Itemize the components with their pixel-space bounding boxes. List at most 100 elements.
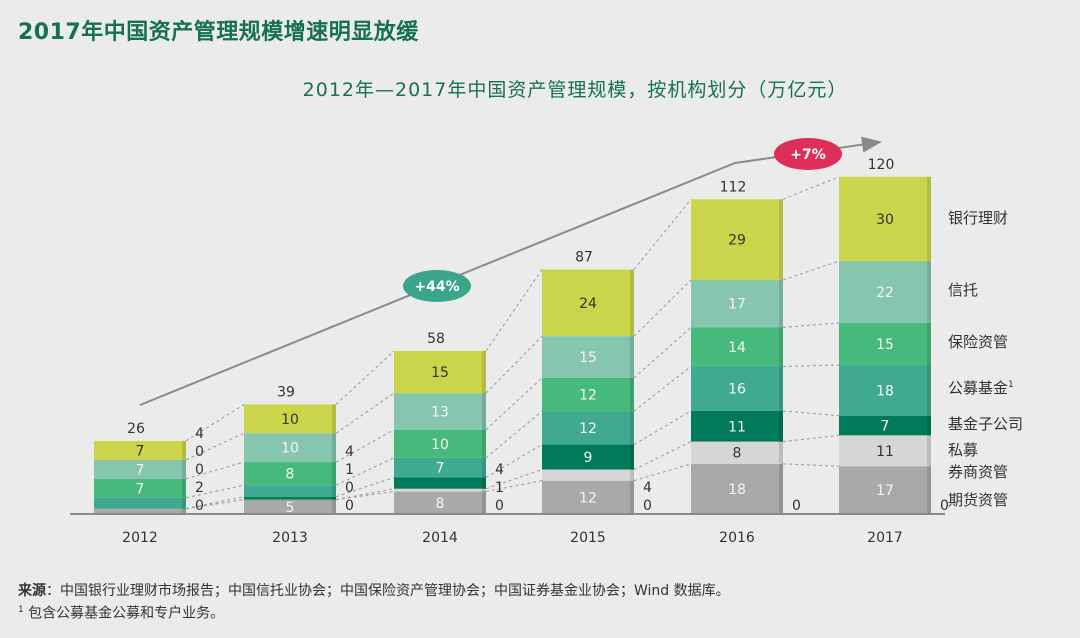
growth-annotations: +44% +7% [403,138,842,302]
bar-shadow [332,404,336,514]
legend-item: 信托 [948,281,978,299]
bar-segment [839,466,931,514]
data-label: 7 [436,461,445,477]
data-label: 4 [195,426,204,442]
connector-line [633,410,692,445]
data-label: 4 [643,480,652,496]
bar-segment [94,508,186,514]
legend-item: 基金子公司 [948,415,1023,433]
bar-segment [691,327,783,367]
growth-bubble [403,270,471,302]
data-label: 13 [431,404,449,420]
data-label: 0 [195,462,204,478]
data-label: 0 [495,498,504,514]
connector-line [335,457,395,486]
x-tick-label: 2015 [570,530,606,546]
bar-segment [394,351,486,394]
data-label: 0 [195,498,204,514]
bar-segment [244,462,336,486]
data-label: 8 [286,467,295,483]
connector-line [335,350,395,405]
connector-line [485,444,543,478]
data-label: 0 [345,498,354,514]
connector-line [335,491,395,501]
bar-shadow [779,199,783,514]
source-note: 来源：中国银行业理财市场报告；中国信托业协会；中国保险资产管理协会；中国证券基金… [18,582,730,624]
growth-label: +44% [414,279,459,295]
data-label: 29 [728,233,746,249]
total-label: 120 [868,157,895,173]
total-label: 58 [427,331,445,347]
total-label: 39 [277,384,295,400]
legend-item: 期货资管 [948,491,1008,509]
connector-line [335,476,395,498]
bar-shadow [482,351,486,514]
data-label: 0 [792,498,801,514]
labels: 7770200426201258101000143920138710131501… [122,157,949,546]
x-tick-label: 2013 [272,530,308,546]
growth-bubble [774,138,842,170]
bar-segment [839,322,931,366]
bars [94,176,931,515]
footnote-mark: 1 [18,605,24,615]
data-label: 0 [643,498,652,514]
connector-line [782,410,840,417]
data-label: 14 [728,340,746,356]
headline: 2017年中国资产管理规模增速明显放缓 [18,20,419,45]
connector-line [633,198,692,270]
data-label: 4 [495,462,504,478]
data-label: 2 [195,480,204,496]
bar-segment [691,280,783,328]
data-label: 12 [579,388,597,404]
data-label: 12 [579,421,597,437]
connector-line [782,364,840,367]
data-label: 4 [345,444,354,460]
bar-segment [244,496,336,500]
data-label: 15 [876,337,894,353]
bar-segment [94,440,186,460]
data-label: 7 [136,443,145,459]
connector-line [485,335,543,394]
data-label: 16 [728,382,746,398]
data-label: 8 [733,446,742,462]
bar-segment [839,365,931,416]
data-label: 10 [431,437,449,453]
data-label: 10 [281,412,299,428]
bar-segment [542,336,634,378]
bar-segment [542,480,634,514]
data-label: 7 [136,462,145,478]
legend-item: 券商资管 [948,463,1008,481]
data-label: 18 [876,383,894,399]
data-label: 0 [345,480,354,496]
legend-item: 保险资管 [948,333,1008,351]
connector-line [485,469,543,490]
bar-segment [394,393,486,430]
x-tick-label: 2014 [422,530,458,546]
data-label: 12 [579,490,597,506]
data-label: 22 [876,285,894,301]
connector-line [335,488,395,501]
connector-line [485,410,543,459]
legend-item: 银行理财 [948,209,1008,227]
bar-segment [394,488,486,492]
bar-segment [542,444,634,470]
connector-line [782,260,840,281]
bar-segment [542,269,634,337]
connector-line [335,429,395,463]
bar-segment [394,429,486,458]
connector-line [782,322,840,328]
connector-line [633,327,692,379]
data-label: 15 [579,350,597,366]
data-label: 30 [876,212,894,228]
bar-segment [394,457,486,478]
connector-line [185,499,245,510]
bar-segment [839,261,931,323]
bar-segment [244,433,336,463]
data-label: 7 [881,418,890,434]
bar-segment [394,491,486,514]
connector-line [485,377,543,431]
data-label: 8 [436,496,445,512]
chart-title: 2012年—2017年中国资产管理规模，按机构划分（万亿元） [302,79,848,101]
data-label: 10 [281,441,299,457]
